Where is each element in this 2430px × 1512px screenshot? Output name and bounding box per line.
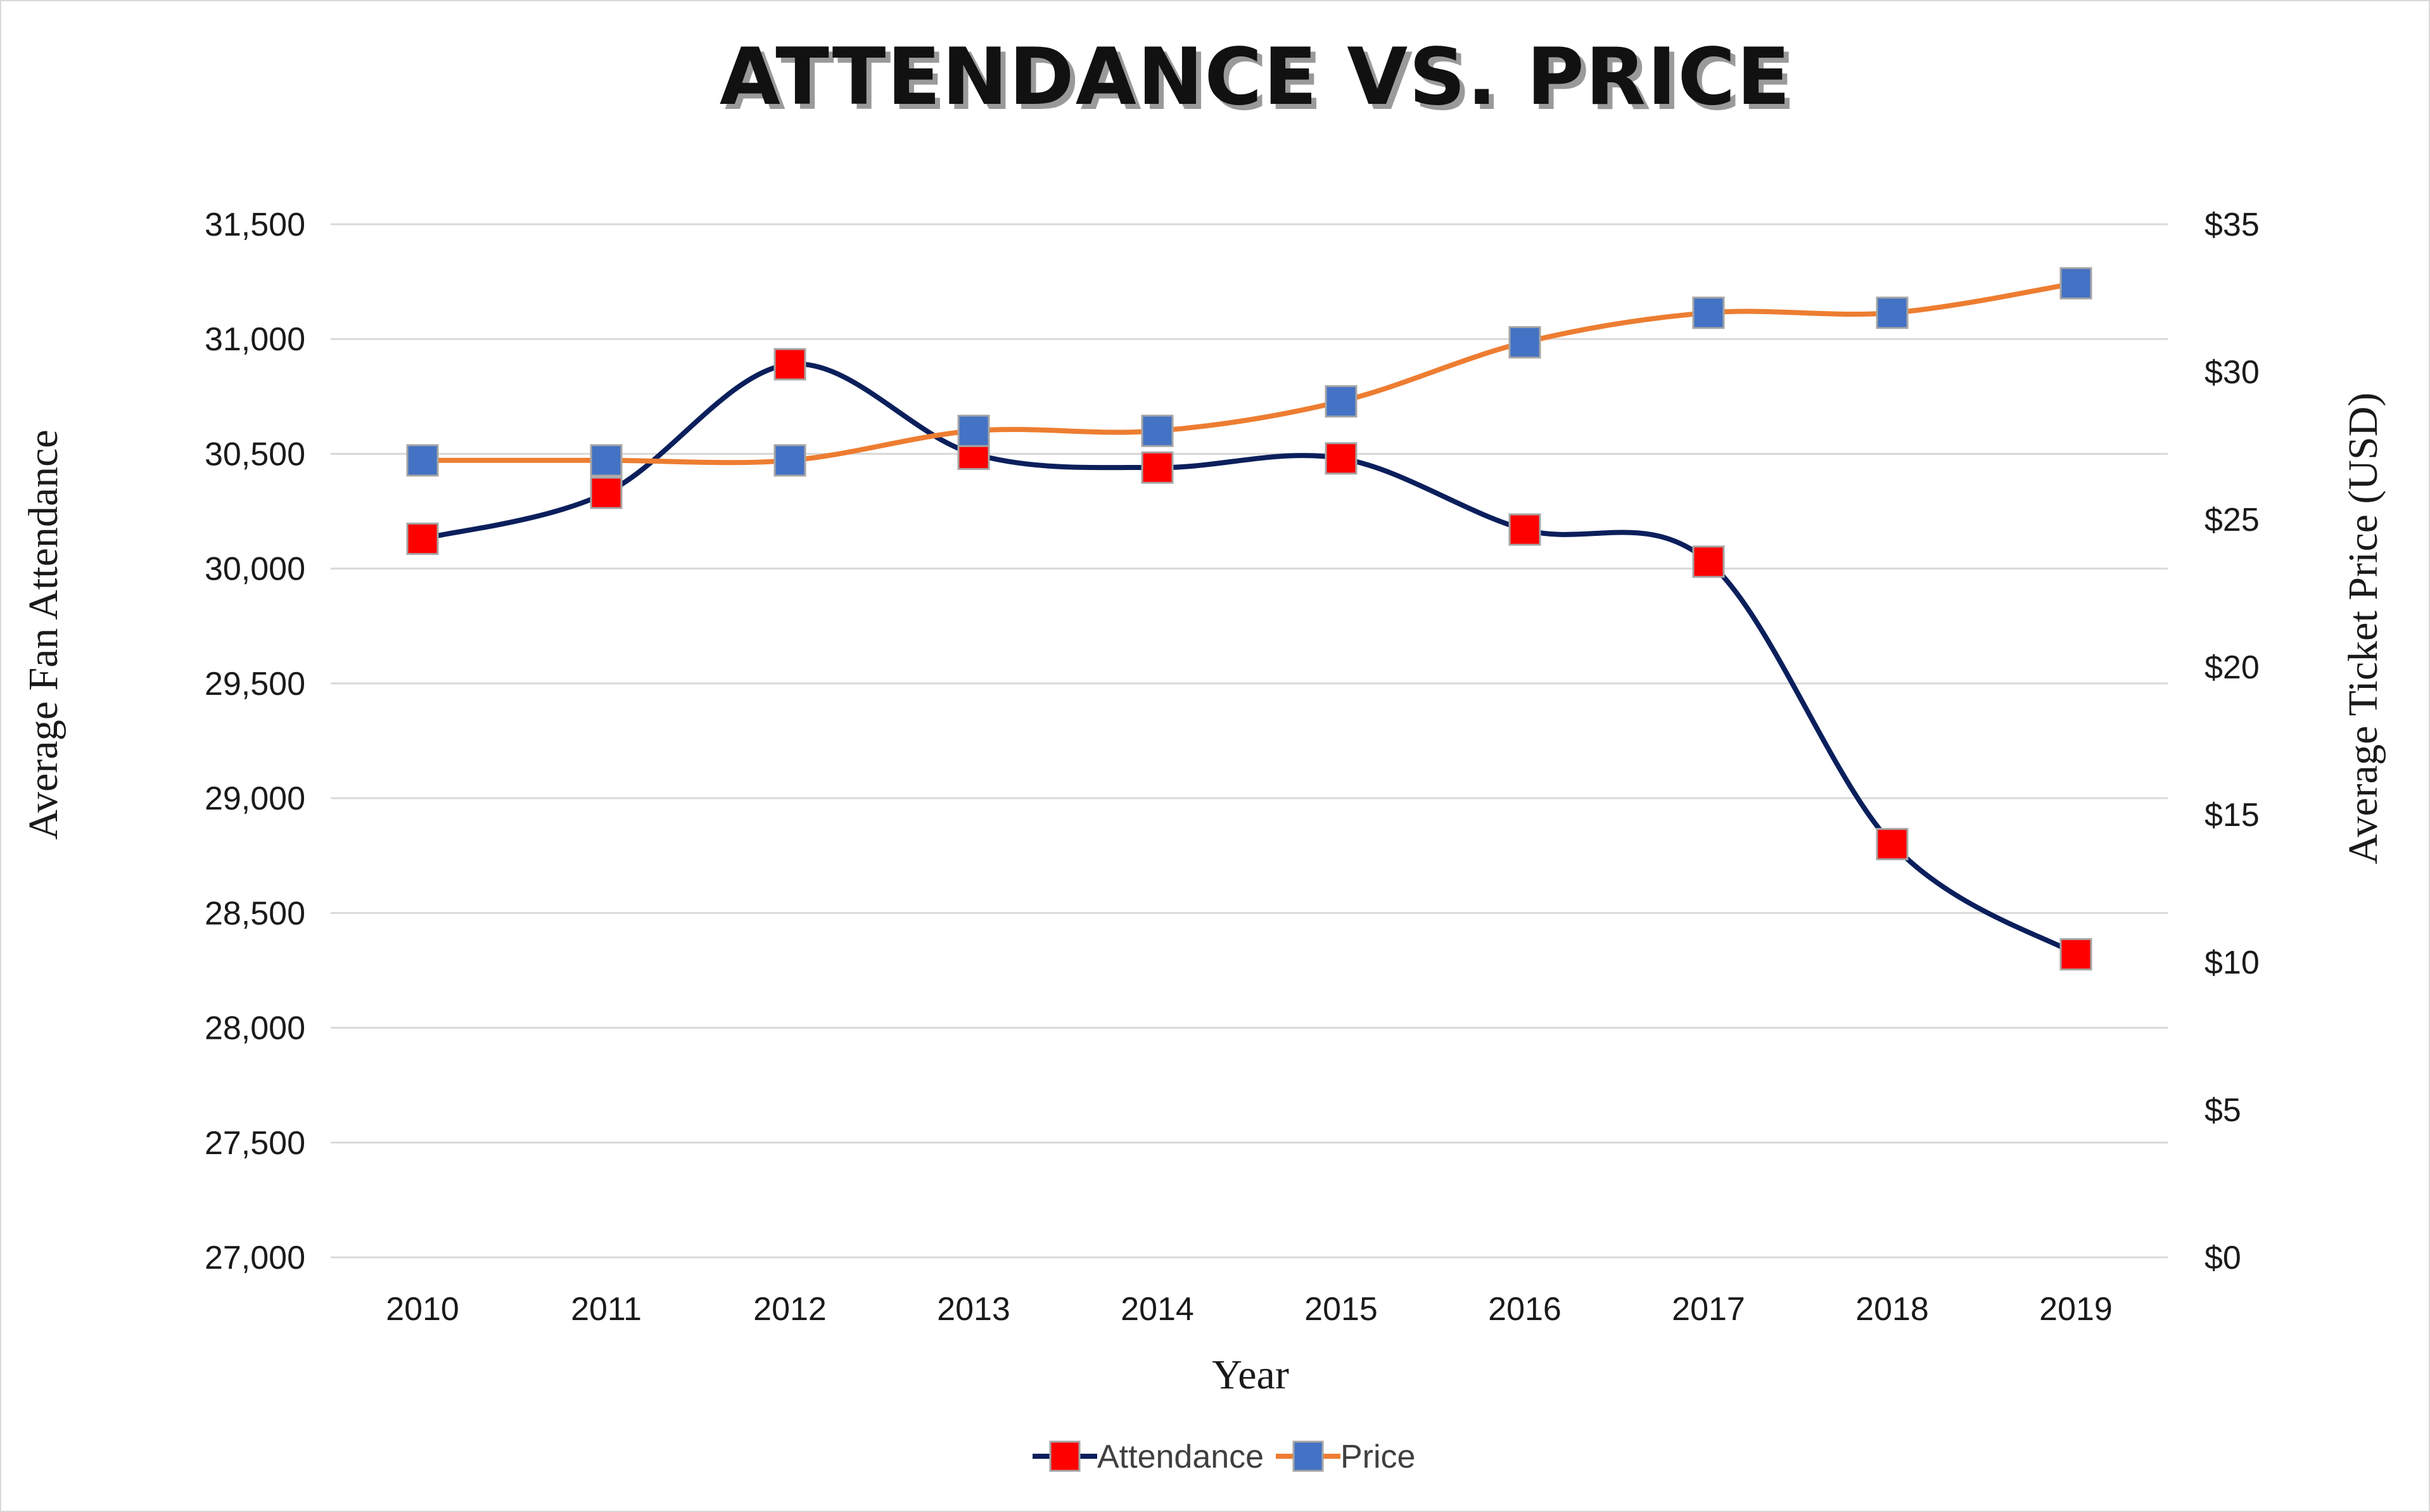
- x-axis: 2010 2011 2012 2013 2014 2015 2016 2017 2018 2019: [386, 1291, 2113, 1328]
- left-axis: 27,000 27,500 28,000 28,500 29,000 29,500 30,0…: [205, 206, 305, 1276]
- series-line-price: [420, 281, 2078, 466]
- x-tick-label: 2012: [753, 1291, 827, 1328]
- y2-tick-label: $5: [2204, 1092, 2241, 1129]
- data-point-attendance[interactable]: [1508, 513, 1541, 546]
- x-tick-label: 2015: [1304, 1291, 1378, 1328]
- legend-marker-price: [1292, 1440, 1324, 1472]
- y-tick-label: 28,500: [205, 895, 305, 932]
- y2-tick-label: $0: [2204, 1240, 2241, 1276]
- data-point-price[interactable]: [773, 444, 806, 477]
- y2-axis-title: Average Ticket Price (USD): [2340, 393, 2386, 865]
- chart-title-shadow: ATTENDANCE VS. PRICE: [725, 37, 1797, 128]
- y2-tick-label: $15: [2204, 797, 2260, 834]
- legend-item-attendance[interactable]: Attendance: [1033, 1439, 1264, 1475]
- chart-title: ATTENDANCE VS. PRICE: [720, 32, 1791, 123]
- data-point-price[interactable]: [2059, 267, 2092, 300]
- y-tick-label: 28,000: [205, 1010, 305, 1047]
- x-tick-label: 2019: [2039, 1291, 2113, 1328]
- data-point-price[interactable]: [590, 444, 623, 477]
- x-tick-label: 2011: [571, 1291, 642, 1328]
- data-point-price[interactable]: [1325, 385, 1358, 418]
- legend: Attendance Price: [1033, 1439, 1415, 1475]
- data-point-price[interactable]: [1692, 296, 1725, 329]
- legend-marker-attendance: [1049, 1440, 1081, 1472]
- y-tick-label: 27,000: [205, 1240, 305, 1276]
- y2-tick-label: $25: [2204, 502, 2260, 538]
- right-axis: $0 $5 $10 $15 $20 $25 $30 $35: [2204, 206, 2260, 1276]
- y-tick-label: 29,000: [205, 780, 305, 817]
- gridlines: [331, 223, 2168, 1259]
- y-tick-label: 30,500: [205, 436, 305, 473]
- y2-tick-label: $10: [2204, 944, 2260, 981]
- y-tick-label: 31,500: [205, 206, 305, 243]
- data-point-price[interactable]: [957, 414, 990, 447]
- data-point-attendance[interactable]: [590, 476, 623, 509]
- data-point-attendance[interactable]: [1325, 442, 1358, 475]
- legend-label-price: Price: [1340, 1439, 1415, 1475]
- data-point-price[interactable]: [1508, 326, 1541, 359]
- y-tick-label: 29,500: [205, 666, 305, 702]
- data-point-price[interactable]: [1141, 414, 1174, 447]
- data-point-attendance[interactable]: [773, 348, 806, 381]
- y2-tick-label: $35: [2204, 206, 2260, 243]
- data-point-attendance[interactable]: [406, 523, 439, 556]
- x-axis-title: Year: [1212, 1352, 1289, 1398]
- data-point-price[interactable]: [1876, 296, 1909, 329]
- data-point-attendance[interactable]: [2059, 938, 2092, 971]
- y-tick-label: 31,000: [205, 321, 305, 358]
- x-tick-label: 2016: [1488, 1291, 1562, 1328]
- series-line-attendance: [420, 361, 2078, 957]
- y-tick-label: 30,000: [205, 551, 305, 588]
- y2-tick-label: $20: [2204, 649, 2260, 686]
- data-point-price[interactable]: [406, 444, 439, 477]
- x-tick-label: 2018: [1855, 1291, 1929, 1328]
- data-point-attendance[interactable]: [1141, 451, 1174, 484]
- x-tick-label: 2010: [386, 1291, 459, 1328]
- data-point-attendance[interactable]: [1876, 828, 1909, 861]
- series-layer: [406, 267, 2092, 971]
- x-tick-label: 2014: [1121, 1291, 1194, 1328]
- legend-item-price[interactable]: Price: [1276, 1439, 1415, 1475]
- legend-label-attendance: Attendance: [1097, 1439, 1264, 1475]
- y2-tick-label: $30: [2204, 354, 2260, 391]
- y-axis-title: Average Fan Attendance: [20, 429, 67, 840]
- data-point-attendance[interactable]: [1692, 545, 1725, 578]
- x-tick-label: 2013: [937, 1291, 1010, 1328]
- y-tick-label: 27,500: [205, 1125, 305, 1162]
- x-tick-label: 2017: [1672, 1291, 1745, 1328]
